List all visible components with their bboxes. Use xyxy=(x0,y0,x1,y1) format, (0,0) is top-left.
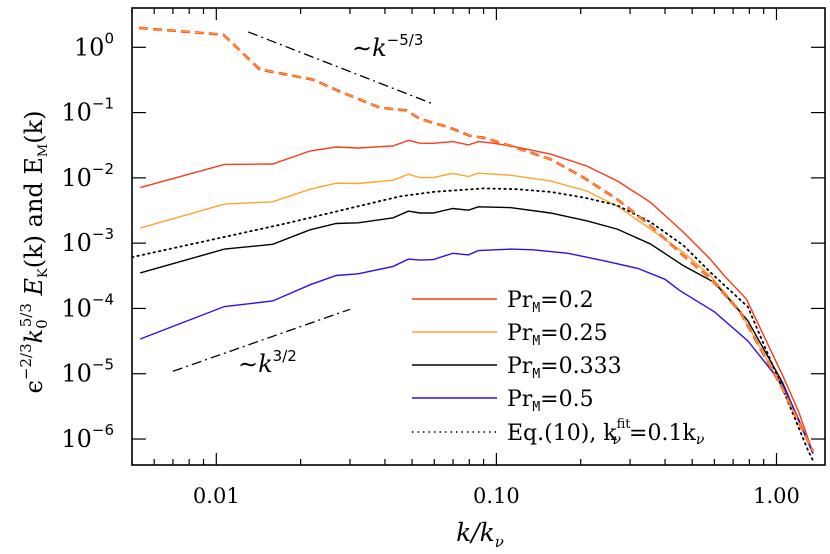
legend-label-text: Pr xyxy=(507,288,533,313)
legend-label: Eq.(10), kfit ν =0.1kν xyxy=(507,417,705,448)
y-tick-label: 10−6 xyxy=(61,421,114,453)
plot-frame xyxy=(131,7,826,466)
reference-label-exponent: 3/2 xyxy=(273,347,297,365)
series-group xyxy=(132,26,815,462)
reference-label-2: ∼k3/2 xyxy=(238,347,297,378)
y-tick-label-exponent: −6 xyxy=(92,421,114,439)
legend-label-value: =0.333 xyxy=(540,354,621,379)
y-tick-label: 10−3 xyxy=(61,225,114,257)
y-tick-label: 10−2 xyxy=(61,160,114,192)
x-tick-label: 0.01 xyxy=(193,484,240,508)
x-tick-label: 1.00 xyxy=(753,484,800,508)
x-axis-label: k/kν xyxy=(456,518,504,551)
legend-label-text: Pr xyxy=(507,387,533,412)
legend-label: PrM=0.2 xyxy=(507,288,594,316)
legend-label-sub: ν xyxy=(613,432,622,448)
y-label-close: (k) xyxy=(20,110,48,143)
y-tick-label: 10−5 xyxy=(61,356,114,388)
y-tick-label: 10−1 xyxy=(61,95,114,127)
y-tick-label-exponent: −1 xyxy=(92,95,114,113)
legend-label-sub: M xyxy=(532,400,540,415)
series-pr-m-0-2-line xyxy=(140,139,814,453)
reference-label-base: ∼k xyxy=(238,350,273,378)
series-pr-m-0-333-line xyxy=(140,206,814,454)
y-axis-label: ϵ−2/3k05/3 EK(k) and EM(k) xyxy=(17,110,51,393)
legend-item: PrM=0.2 xyxy=(412,288,594,316)
legend-item: Eq.(10), kfit ν =0.1kν xyxy=(412,417,705,448)
y-label-k: k xyxy=(20,329,48,344)
legend-label-sub: M xyxy=(532,301,540,316)
y-tick-label: 100 xyxy=(74,29,114,61)
y-tick-label-exponent: −4 xyxy=(92,290,114,308)
legend-label-sup: fit xyxy=(617,417,632,432)
legend: PrM=0.2PrM=0.25PrM=0.333PrM=0.5Eq.(10), … xyxy=(412,288,705,448)
legend-label-value: =0.25 xyxy=(540,321,607,346)
x-axis-label-subscript: ν xyxy=(495,533,504,551)
y-tick-label-exponent: −5 xyxy=(92,356,114,374)
x-tick-label: 0.10 xyxy=(473,484,520,508)
y-tick-label-base: 10 xyxy=(61,164,92,192)
legend-label-sub2: ν xyxy=(696,432,705,448)
annotations: ∼k−5/3∼k3/2 xyxy=(238,31,423,378)
legend-label-value: =0.5 xyxy=(540,387,593,412)
legend-label-sub: M xyxy=(532,367,540,382)
plot-marks xyxy=(132,26,815,462)
legend-label-value: =0.2 xyxy=(540,288,593,313)
y-label-epsilon: ϵ xyxy=(20,380,48,393)
y-tick-label-exponent: −2 xyxy=(92,160,114,178)
y-tick-label: 10−4 xyxy=(61,290,114,322)
series-pr-m-0-25-line xyxy=(140,172,814,452)
y-label-sub0: 0 xyxy=(33,319,51,329)
series-pr-m-0-5-line xyxy=(139,248,814,454)
reference-label-1: ∼k−5/3 xyxy=(352,31,423,62)
legend-label: PrM=0.333 xyxy=(507,354,622,382)
legend-label-value: =0.1k xyxy=(629,421,696,446)
reference-label-base: ∼k xyxy=(352,34,387,62)
reference-label-exponent: −5/3 xyxy=(387,31,424,49)
y-label-E: E xyxy=(20,277,48,303)
x-axis-label-main: k/k xyxy=(456,518,495,547)
legend-item: PrM=0.333 xyxy=(412,354,622,382)
axes: 0.01 0.10 1.0010010−110−210−310−410−510−6k… xyxy=(17,8,825,551)
legend-label: PrM=0.25 xyxy=(507,321,608,349)
legend-label-text: Eq.(10), k xyxy=(507,421,617,446)
legend-label-text: Pr xyxy=(507,354,533,379)
legend-label-sub: M xyxy=(532,334,540,349)
series-eq-10--line xyxy=(132,187,814,462)
legend-label: PrM=0.5 xyxy=(507,387,594,415)
y-label-exp2: 5/3 xyxy=(17,303,35,327)
series-e-m-line-overlay xyxy=(139,27,814,452)
y-tick-label-base: 10 xyxy=(61,99,92,127)
series-e-m-line xyxy=(138,26,815,452)
legend-label-text: Pr xyxy=(507,321,533,346)
legend-item: PrM=0.5 xyxy=(412,387,594,415)
y-label-and: (k) and E xyxy=(20,157,48,268)
y-tick-label-exponent: −3 xyxy=(92,225,114,243)
y-label-subM: M xyxy=(36,144,51,157)
y-tick-label-exponent: 0 xyxy=(104,29,114,47)
y-tick-label-base: 10 xyxy=(61,425,92,453)
reference-line-1 xyxy=(247,31,433,105)
legend-item: PrM=0.25 xyxy=(412,321,608,349)
y-tick-label-base: 10 xyxy=(61,360,92,388)
y-label-exp1: −2/3 xyxy=(17,343,35,380)
y-label-subK: K xyxy=(36,268,51,278)
y-tick-label-base: 10 xyxy=(61,294,92,322)
y-tick-label-base: 10 xyxy=(61,229,92,257)
y-tick-label-base: 10 xyxy=(74,33,105,61)
